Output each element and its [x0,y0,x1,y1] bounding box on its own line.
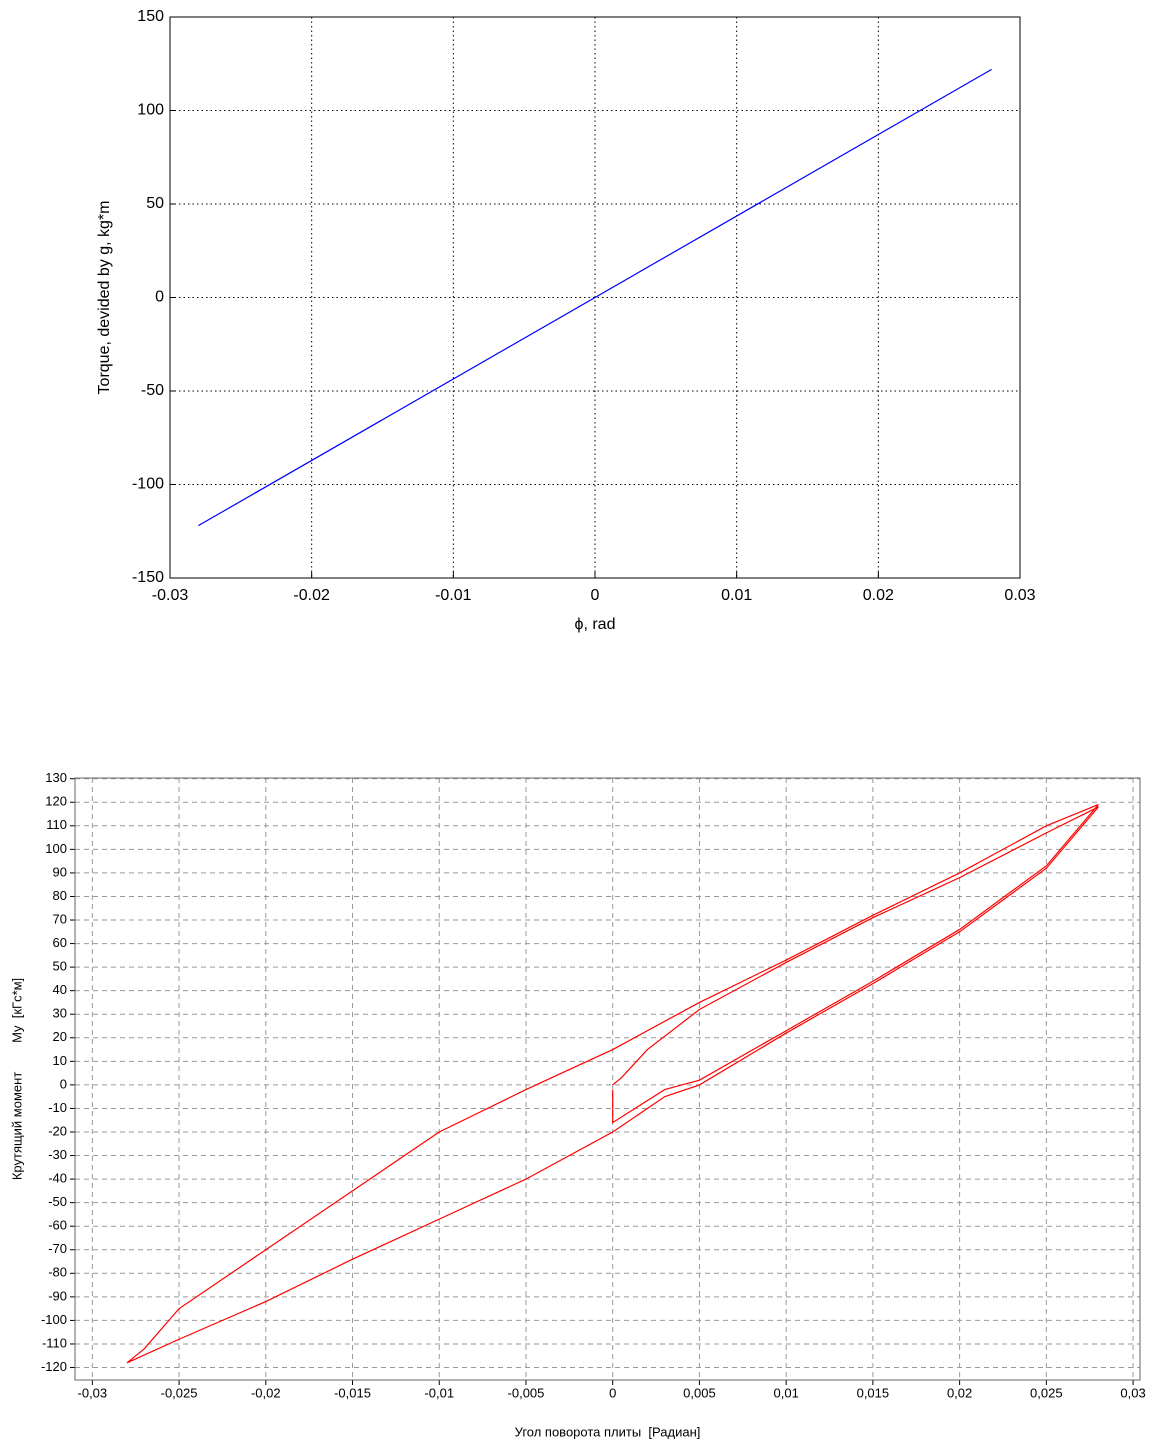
x-tick-label: 0 [591,587,600,604]
y-tick-label: 130 [45,770,67,785]
x-tick-label: -0,025 [161,1386,198,1401]
y-tick-label: 10 [53,1053,67,1068]
x-tick-label: -0,02 [251,1386,281,1401]
x-tick-label: 0,005 [683,1386,716,1401]
y-tick-label: -20 [48,1123,67,1138]
y-tick-label: 40 [53,982,67,997]
y-tick-label: 50 [53,959,67,974]
x-tick-label: 0,01 [774,1386,799,1401]
y-tick-label: 100 [45,841,67,856]
y-tick-label: -50 [141,382,164,399]
y-tick-label: -90 [48,1288,67,1303]
y-tick-label: -100 [41,1312,67,1327]
y-tick-label: 50 [146,195,164,212]
y-tick-label: -30 [48,1147,67,1162]
y-tick-label: 120 [45,794,67,809]
x-tick-label: -0.03 [152,587,189,604]
y-tick-label: 20 [53,1029,67,1044]
data-line [126,804,1099,1364]
x-tick-label: 0.02 [863,587,894,604]
x-tick-label: 0.03 [1004,587,1035,604]
y-tick-label: 80 [53,888,67,903]
y-tick-label: -120 [41,1359,67,1374]
y-tick-label: -10 [48,1100,67,1115]
y-tick-label: 150 [137,8,164,25]
x-tick-label: 0,02 [947,1386,972,1401]
y-tick-label: -80 [48,1265,67,1280]
x-tick-label: 0,025 [1030,1386,1063,1401]
y-tick-label: -50 [48,1194,67,1209]
x-tick-label: 0.01 [721,587,752,604]
y-axis-label: Крутящий момент My [кГс*м] [9,978,24,1180]
x-tick-label: -0.02 [293,587,330,604]
x-tick-label: -0,015 [334,1386,371,1401]
data-line [198,68,992,527]
x-tick-label: 0 [609,1386,616,1401]
y-axis-label: Torque, devided by g, kg*m [96,201,113,395]
y-tick-label: -60 [48,1218,67,1233]
x-tick-label: 0,03 [1120,1386,1145,1401]
y-tick-label: -40 [48,1171,67,1186]
y-tick-label: 90 [53,864,67,879]
x-tick-label: -0,03 [78,1386,108,1401]
y-tick-label: 30 [53,1006,67,1021]
y-tick-label: 100 [137,102,164,119]
y-tick-label: 60 [53,935,67,950]
x-tick-label: -0.01 [435,587,472,604]
plot-frame [74,777,1141,1381]
y-tick-label: 0 [155,289,164,306]
y-tick-label: -110 [42,1335,67,1350]
x-tick-label: -0,01 [424,1386,454,1401]
x-tick-label: -0,005 [508,1386,545,1401]
x-axis-label: Угол поворота плиты [Радиан] [515,1424,701,1439]
plot-frame [169,16,1021,579]
x-axis-label: ϕ, rad [575,616,616,633]
y-tick-label: -70 [48,1241,67,1256]
y-tick-label: 70 [53,911,67,926]
x-tick-label: 0,015 [857,1386,890,1401]
y-tick-label: 0 [60,1076,67,1091]
y-tick-label: -100 [132,476,164,493]
y-tick-label: 110 [46,817,67,832]
y-tick-label: -150 [132,569,164,586]
